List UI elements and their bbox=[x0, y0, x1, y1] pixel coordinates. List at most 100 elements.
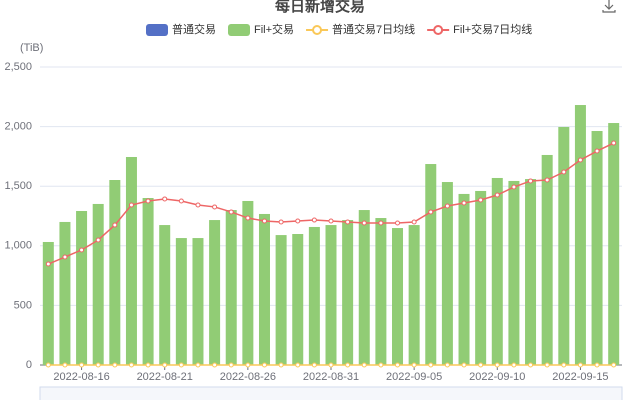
line-point bbox=[145, 362, 151, 368]
y-tick-label: 1,000 bbox=[4, 240, 32, 252]
bar bbox=[242, 200, 254, 365]
line-point bbox=[245, 215, 251, 221]
line-point bbox=[178, 362, 184, 368]
line-point bbox=[611, 362, 617, 368]
line-point bbox=[128, 362, 134, 368]
line-point bbox=[395, 220, 401, 226]
bar bbox=[358, 210, 370, 365]
bar bbox=[408, 225, 420, 365]
y-tick-label: 2,500 bbox=[4, 61, 32, 73]
line-point bbox=[378, 362, 384, 368]
download-icon[interactable] bbox=[602, 0, 616, 13]
y-axis-label: (TiB) bbox=[20, 42, 43, 54]
line-point bbox=[428, 209, 434, 215]
legend-swatch bbox=[146, 24, 168, 36]
bar bbox=[508, 180, 520, 365]
line-point bbox=[228, 209, 234, 215]
y-tick-label: 0 bbox=[26, 359, 32, 371]
legend-item[interactable]: Fil+交易 bbox=[228, 22, 294, 36]
bar bbox=[541, 154, 553, 365]
bar bbox=[109, 180, 121, 365]
legend-item[interactable]: 普通交易 bbox=[146, 22, 216, 36]
bar bbox=[608, 123, 620, 365]
line-point bbox=[461, 362, 467, 368]
line-point bbox=[295, 218, 301, 224]
line-point bbox=[112, 222, 118, 228]
legend-item[interactable]: 普通交易7日均线 bbox=[306, 22, 415, 36]
line-point bbox=[112, 362, 118, 368]
line-point bbox=[478, 197, 484, 203]
y-tick-label: 500 bbox=[14, 299, 32, 311]
line-point bbox=[79, 362, 85, 368]
line-point bbox=[328, 362, 334, 368]
bar bbox=[375, 218, 387, 365]
line-point bbox=[395, 362, 401, 368]
line-point bbox=[195, 202, 201, 208]
legend-label: 普通交易 bbox=[172, 22, 216, 36]
bar bbox=[142, 198, 154, 365]
bar bbox=[574, 105, 586, 365]
line-point bbox=[278, 219, 284, 225]
line-point bbox=[561, 362, 567, 368]
bar bbox=[308, 226, 320, 365]
line-point bbox=[577, 157, 583, 163]
x-tick-label: 2022-08-31 bbox=[303, 371, 359, 383]
line-point bbox=[561, 169, 567, 175]
bar bbox=[558, 126, 570, 365]
bar bbox=[92, 203, 104, 365]
legend-swatch bbox=[228, 24, 250, 36]
bar bbox=[209, 220, 221, 365]
bar bbox=[441, 182, 453, 365]
line-point bbox=[311, 362, 317, 368]
bar bbox=[458, 193, 470, 365]
legend-swatch-dot bbox=[312, 25, 323, 35]
line-point bbox=[494, 192, 500, 198]
x-tick-label: 2022-09-15 bbox=[552, 371, 608, 383]
line-point bbox=[528, 178, 534, 184]
line-point bbox=[511, 184, 517, 190]
bar bbox=[292, 233, 304, 365]
line-point bbox=[62, 254, 68, 260]
line-point bbox=[228, 362, 234, 368]
x-tick-label: 2022-09-05 bbox=[386, 371, 442, 383]
line-point bbox=[295, 362, 301, 368]
bar bbox=[59, 221, 71, 365]
line-point bbox=[528, 362, 534, 368]
data-zoom[interactable] bbox=[39, 386, 623, 400]
line-point bbox=[361, 220, 367, 226]
line-point bbox=[478, 362, 484, 368]
legend-label: Fil+交易 bbox=[254, 22, 294, 36]
legend-swatch-dot bbox=[433, 25, 444, 35]
line-point bbox=[195, 362, 201, 368]
line-point bbox=[594, 362, 600, 368]
line-point bbox=[311, 217, 317, 223]
bar bbox=[76, 210, 88, 365]
line-point bbox=[62, 362, 68, 368]
line-point bbox=[178, 198, 184, 204]
legend-item[interactable]: Fil+交易7日均线 bbox=[427, 22, 532, 36]
bar bbox=[275, 235, 287, 365]
bar bbox=[425, 164, 437, 365]
line-point bbox=[145, 198, 151, 204]
bar bbox=[125, 156, 137, 365]
bar bbox=[491, 177, 503, 365]
y-tick-label: 2,000 bbox=[4, 121, 32, 133]
zoom-track[interactable] bbox=[39, 386, 623, 400]
line-point bbox=[611, 140, 617, 146]
line-point bbox=[45, 362, 51, 368]
bar bbox=[159, 225, 171, 365]
bar bbox=[42, 241, 54, 365]
line-point bbox=[79, 247, 85, 253]
download-glyph[interactable] bbox=[602, 0, 616, 13]
bar bbox=[175, 238, 187, 365]
line-point bbox=[577, 362, 583, 368]
x-tick-label: 2022-08-16 bbox=[53, 371, 109, 383]
line-point bbox=[95, 237, 101, 243]
line-point bbox=[594, 148, 600, 154]
line-point bbox=[461, 200, 467, 206]
bar bbox=[342, 220, 354, 365]
bar bbox=[192, 238, 204, 365]
legend-label: 普通交易7日均线 bbox=[332, 22, 415, 36]
line-point bbox=[261, 362, 267, 368]
